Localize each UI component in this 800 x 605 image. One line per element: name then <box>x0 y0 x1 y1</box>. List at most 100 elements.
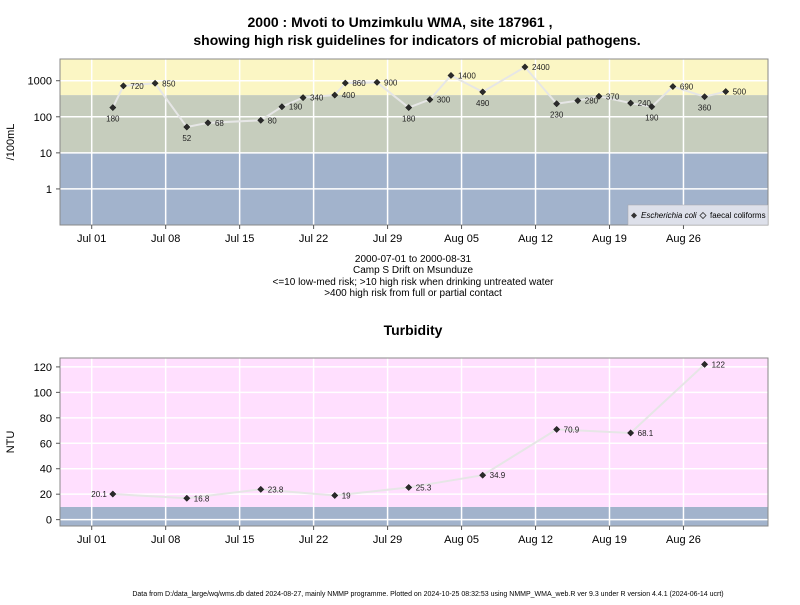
data-point <box>204 119 212 127</box>
x-tick-label: Aug 26 <box>666 534 701 546</box>
data-point <box>341 79 349 87</box>
y-tick-label: 100 <box>34 387 52 399</box>
legend-marker-open <box>699 211 707 220</box>
x-tick-label: Aug 19 <box>592 233 627 245</box>
data-label: 19 <box>342 491 351 500</box>
series-line <box>111 65 726 129</box>
risk-band-1 <box>60 358 768 507</box>
data-label: 23.8 <box>268 485 284 494</box>
legend-marker-filled <box>631 212 637 219</box>
caption-risk-contact: >400 high risk from full or partial cont… <box>324 288 502 299</box>
turbidity-title: Turbidity <box>384 322 443 338</box>
data-label: 190 <box>289 103 303 112</box>
data-point <box>595 92 603 100</box>
data-point <box>553 425 561 433</box>
data-point <box>151 79 159 87</box>
risk-band-2 <box>60 59 768 96</box>
x-tick-label: Jul 08 <box>151 534 180 546</box>
data-label: 20.1 <box>91 490 107 499</box>
data-label: 300 <box>437 96 451 105</box>
data-label: 2400 <box>532 63 550 72</box>
data-label: 490 <box>476 99 490 108</box>
caption-risk-drinking: <=10 low-med risk; >10 high risk when dr… <box>273 277 555 288</box>
x-tick-label: Aug 26 <box>666 233 701 245</box>
data-point <box>331 491 339 499</box>
data-label: 370 <box>606 92 620 101</box>
data-point <box>479 88 487 96</box>
turbidity-chart: 20.1 16.8 23.8 19 25.3 34.9 70.9 68.1 122 0 20 40 6… <box>5 357 769 546</box>
data-point <box>373 78 381 86</box>
data-point <box>574 97 582 105</box>
x-tick-label: Jul 22 <box>299 233 328 245</box>
data-label: 340 <box>310 94 324 103</box>
data-label: 16.8 <box>194 494 210 503</box>
legend-box <box>627 204 769 226</box>
x-tick-label: Aug 12 <box>518 534 553 546</box>
x-tick-label: Jul 01 <box>77 534 106 546</box>
data-point <box>183 494 191 502</box>
data-label: 230 <box>550 111 564 120</box>
y-axis-label: NTU <box>5 431 17 454</box>
x-tick-label: Jul 29 <box>373 233 402 245</box>
data-label: 280 <box>585 97 599 106</box>
data-point <box>701 360 709 368</box>
data-point <box>331 91 339 99</box>
x-tick-label: Aug 05 <box>444 233 479 245</box>
data-label: 70.9 <box>564 425 580 434</box>
data-point <box>627 429 635 437</box>
x-tick-label: Aug 05 <box>444 534 479 546</box>
data-label: 500 <box>733 88 747 97</box>
data-point <box>669 83 677 91</box>
data-point <box>119 82 127 90</box>
y-tick-label: 60 <box>40 438 52 450</box>
data-point <box>299 94 307 102</box>
data-point <box>109 490 117 498</box>
data-point <box>447 71 455 79</box>
data-point <box>278 103 286 111</box>
data-label: 400 <box>342 91 356 100</box>
legend-entry-faecal: faecal coliforms <box>710 211 766 220</box>
data-point <box>521 63 529 71</box>
data-label: 122 <box>712 360 726 369</box>
x-tick-label: Jul 01 <box>77 233 106 245</box>
x-tick-label: Jul 15 <box>225 233 254 245</box>
legend: Escherichia coli faecal coliforms <box>627 204 769 226</box>
data-point <box>183 123 191 131</box>
data-label: 720 <box>130 82 144 91</box>
data-label: 68.1 <box>638 429 654 438</box>
data-point <box>109 104 117 112</box>
y-tick-label: 80 <box>40 413 52 425</box>
chart-title-line2: showing high risk guidelines for indicat… <box>193 32 640 48</box>
plot-frame <box>59 357 769 527</box>
caption-site: Camp S Drift on Msunduze <box>353 265 473 276</box>
x-tick-label: Jul 29 <box>373 534 402 546</box>
data-label: 860 <box>352 79 366 88</box>
y-tick-label: 120 <box>34 362 52 374</box>
y-tick-label: 20 <box>40 489 52 501</box>
data-label: 180 <box>106 115 120 124</box>
data-label: 240 <box>638 99 652 108</box>
data-label: 190 <box>645 114 659 123</box>
data-label: 52 <box>182 134 191 143</box>
data-label: 360 <box>698 104 712 113</box>
plot-frame <box>59 58 769 226</box>
y-tick-label: 10 <box>40 148 52 160</box>
microbial-chart: 180 720 850 52 68 80 190 340 400 860 900 180 300 1400… <box>5 58 769 245</box>
data-label: 68 <box>215 119 224 128</box>
data-point <box>648 103 656 111</box>
data-label: 34.9 <box>490 471 506 480</box>
chart-title-line1: 2000 : Mvoti to Umzimkulu WMA, site 1879… <box>248 14 553 30</box>
data-point <box>257 116 265 124</box>
data-point <box>701 93 709 101</box>
data-label: 850 <box>162 79 176 88</box>
data-point <box>405 483 413 491</box>
data-label: 25.3 <box>416 483 432 492</box>
data-point <box>553 100 561 108</box>
data-point <box>479 471 487 479</box>
y-tick-label: 0 <box>46 515 52 527</box>
data-label: 900 <box>384 78 398 87</box>
risk-band-0 <box>60 506 768 526</box>
y-axis-label: /100mL <box>5 124 17 161</box>
